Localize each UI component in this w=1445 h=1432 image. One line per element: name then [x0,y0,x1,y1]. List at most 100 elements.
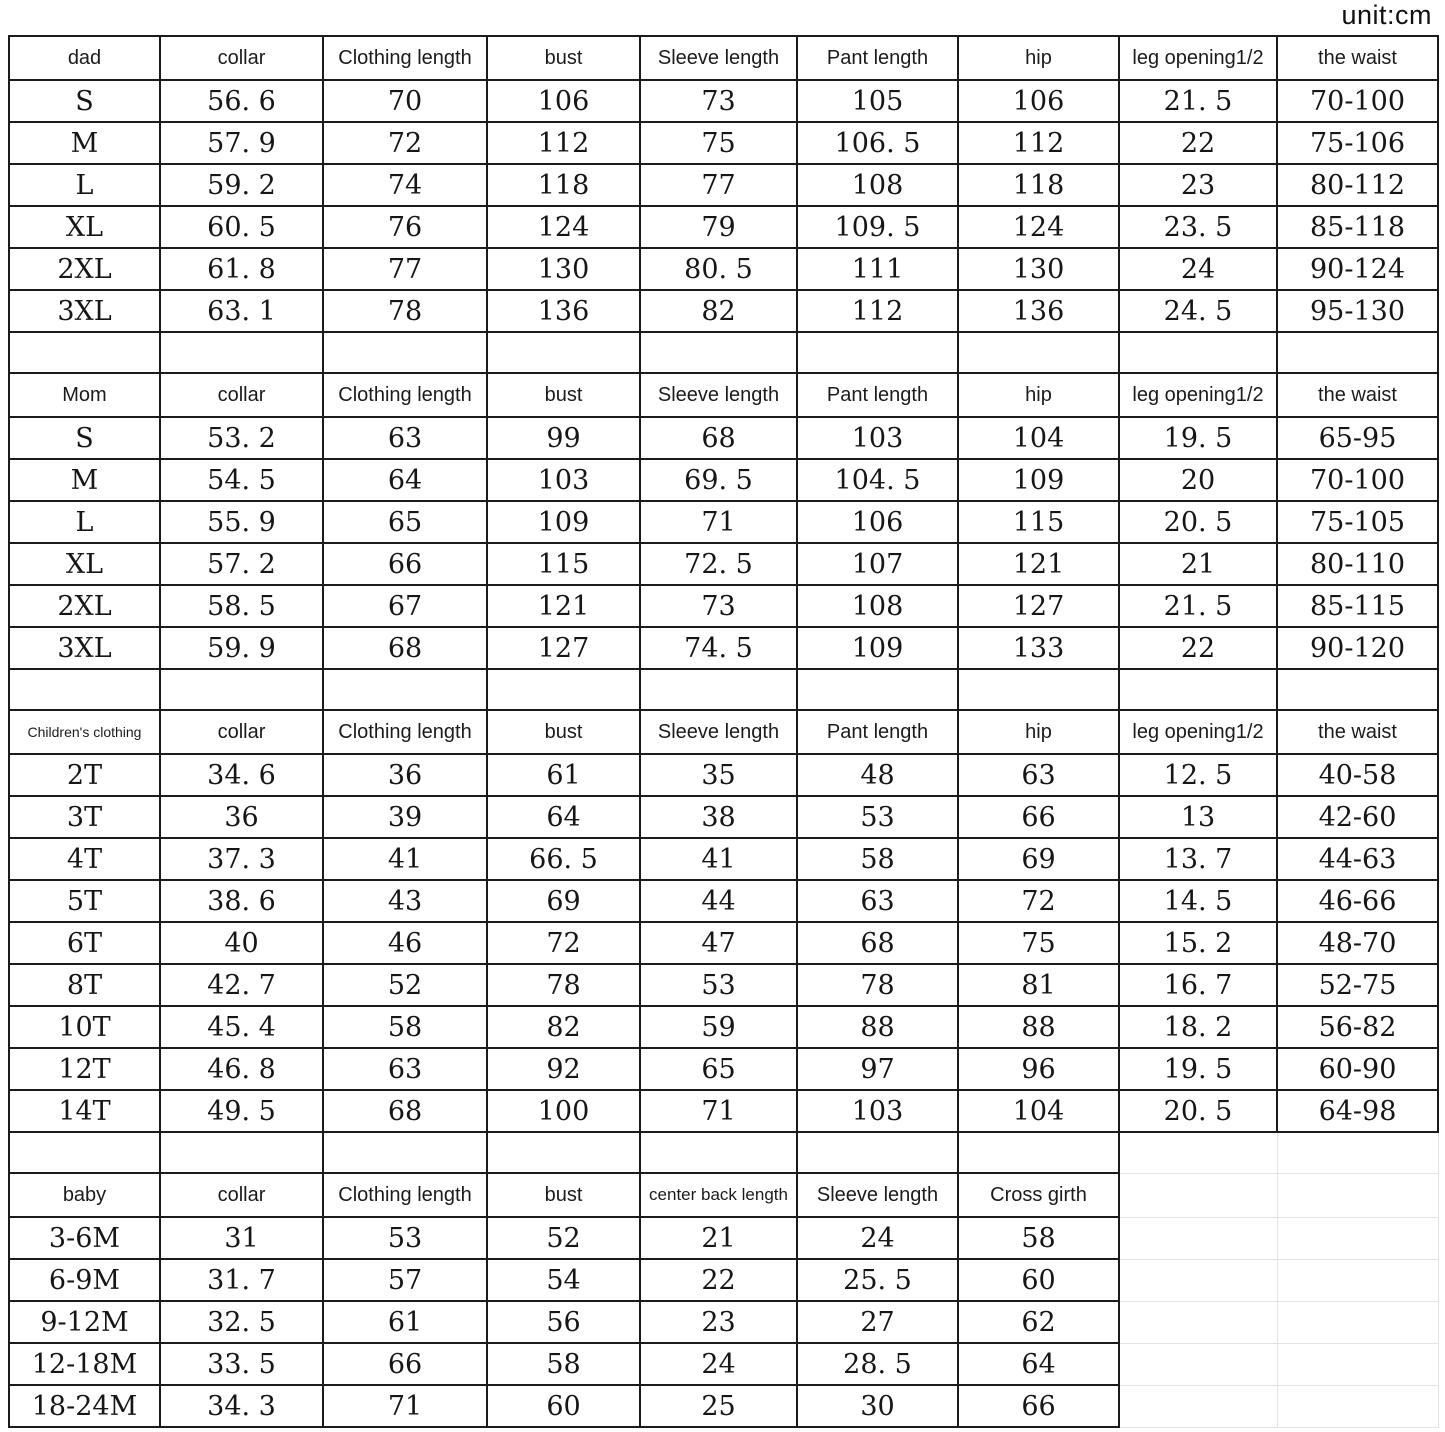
separator-row [8,668,1439,711]
value-cell: 20. 5 [1118,500,1278,544]
value-cell: 53 [639,963,798,1007]
value-cell: 15. 2 [1118,921,1278,965]
value-cell: 67 [322,584,488,628]
value-cell: 111 [796,247,959,291]
size-label-cell: 5T [8,879,161,923]
value-cell: 23. 5 [1118,205,1278,249]
value-cell: 20. 5 [1118,1089,1278,1133]
value-cell: 92 [486,1047,641,1091]
table-row: 2XL 61. 8 77 130 80. 5 111 130 24 90-124 [8,247,1439,291]
value-cell: 105 [796,79,959,123]
value-cell: 47 [639,921,798,965]
value-cell: 61 [322,1300,488,1344]
value-cell: 18. 2 [1118,1005,1278,1049]
value-cell: 21. 5 [1118,584,1278,628]
value-cell: 64-98 [1276,1089,1439,1133]
value-cell: 65-95 [1276,416,1439,460]
size-label-cell: XL [8,542,161,586]
separator-row [8,1131,1439,1174]
empty-cell [159,1131,324,1174]
value-cell: 35 [639,753,798,797]
value-cell: 19. 5 [1118,416,1278,460]
value-cell: 64 [322,458,488,502]
empty-cell [1118,1342,1278,1386]
value-cell: 37. 3 [159,837,324,881]
value-cell: 52 [322,963,488,1007]
value-cell: 74 [322,163,488,207]
size-label-cell: 3XL [8,626,161,670]
section-title-cell: dad [8,35,161,81]
empty-cell [639,668,798,711]
table-row: S 53. 2 63 99 68 103 104 19. 5 65-95 [8,416,1439,460]
table-row: 4T 37. 3 41 66. 5 41 58 69 13. 7 44-63 [8,837,1439,881]
empty-cell [1118,1131,1278,1174]
value-cell: 112 [957,121,1120,165]
value-cell: 31. 7 [159,1258,324,1302]
value-cell: 16. 7 [1118,963,1278,1007]
value-cell: 34. 6 [159,753,324,797]
column-header-cell: Sleeve length [796,1172,959,1218]
column-header-cell: Sleeve length [639,709,798,755]
empty-cell [1118,1172,1278,1218]
size-label-cell: 9-12M [8,1300,161,1344]
value-cell: 85-115 [1276,584,1439,628]
empty-cell [159,668,324,711]
value-cell: 100 [486,1089,641,1133]
value-cell: 69. 5 [639,458,798,502]
separator-row [8,331,1439,374]
value-cell: 36 [159,795,324,839]
value-cell: 88 [796,1005,959,1049]
empty-cell [957,331,1120,374]
value-cell: 75 [639,121,798,165]
empty-cell [486,1131,641,1174]
value-cell: 28. 5 [796,1342,959,1386]
value-cell: 54 [486,1258,641,1302]
table-row: L 55. 9 65 109 71 106 115 20. 5 75-105 [8,500,1439,544]
table-row: 3XL 59. 9 68 127 74. 5 109 133 22 90-120 [8,626,1439,670]
value-cell: 106 [796,500,959,544]
value-cell: 42. 7 [159,963,324,1007]
column-header-cell: bust [486,1172,641,1218]
value-cell: 66 [957,1384,1120,1428]
table-row: 3T 36 39 64 38 53 66 13 42-60 [8,795,1439,839]
value-cell: 71 [639,500,798,544]
value-cell: 80. 5 [639,247,798,291]
value-cell: 56. 6 [159,79,324,123]
value-cell: 41 [322,837,488,881]
column-header-cell: Clothing length [322,1172,488,1218]
value-cell: 23 [1118,163,1278,207]
size-label-cell: 2T [8,753,161,797]
value-cell: 106. 5 [796,121,959,165]
value-cell: 66 [957,795,1120,839]
value-cell: 44-63 [1276,837,1439,881]
column-header-cell: collar [159,709,324,755]
column-header-cell: center back length [639,1172,798,1218]
value-cell: 36 [322,753,488,797]
value-cell: 130 [486,247,641,291]
size-label-cell: 2XL [8,584,161,628]
table-row: M 57. 9 72 112 75 106. 5 112 22 75-106 [8,121,1439,165]
value-cell: 124 [957,205,1120,249]
value-cell: 21 [1118,542,1278,586]
size-label-cell: 6T [8,921,161,965]
empty-cell [1276,1258,1439,1302]
value-cell: 44 [639,879,798,923]
column-header-cell: bust [486,709,641,755]
value-cell: 41 [639,837,798,881]
empty-cell [159,331,324,374]
value-cell: 90-120 [1276,626,1439,670]
empty-cell [322,668,488,711]
column-header-cell: collar [159,1172,324,1218]
value-cell: 13 [1118,795,1278,839]
empty-cell [8,1131,161,1174]
value-cell: 104 [957,416,1120,460]
table-row: 12T 46. 8 63 92 65 97 96 19. 5 60-90 [8,1047,1439,1091]
value-cell: 70-100 [1276,79,1439,123]
size-label-cell: 3XL [8,289,161,333]
size-label-cell: S [8,79,161,123]
value-cell: 97 [796,1047,959,1091]
value-cell: 62 [957,1300,1120,1344]
column-header-cell: hip [957,372,1120,418]
value-cell: 59 [639,1005,798,1049]
empty-cell [1276,1131,1439,1174]
